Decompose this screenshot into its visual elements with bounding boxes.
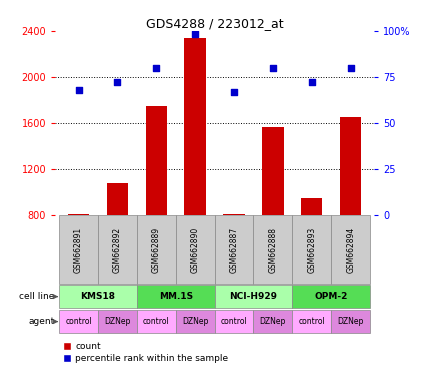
Text: GSM662891: GSM662891 (74, 227, 83, 273)
Text: DZNep: DZNep (337, 317, 364, 326)
Text: GSM662889: GSM662889 (152, 227, 161, 273)
Bar (215, 285, 292, 308)
Bar (59, 310, 98, 333)
Text: control: control (298, 317, 325, 326)
Bar (59, 215, 98, 284)
Bar (215, 215, 253, 284)
Text: control: control (65, 317, 92, 326)
Text: OPM-2: OPM-2 (314, 292, 348, 301)
Point (309, 79, 315, 85)
Point (114, 79, 121, 85)
Bar (331, 215, 370, 284)
Text: control: control (221, 317, 247, 326)
Bar (59, 285, 137, 308)
Bar (137, 285, 215, 308)
Bar (253, 215, 292, 284)
Point (75, 87, 82, 93)
Text: MM.1S: MM.1S (159, 292, 193, 301)
Text: GSM662888: GSM662888 (269, 227, 278, 273)
Legend: count, percentile rank within the sample: count, percentile rank within the sample (60, 339, 232, 366)
Text: DZNep: DZNep (182, 317, 208, 326)
Bar (184, 38, 206, 215)
Point (192, 31, 198, 38)
Bar (262, 127, 283, 215)
Bar (137, 310, 176, 333)
Point (231, 88, 238, 94)
Point (347, 65, 354, 71)
Text: DZNep: DZNep (260, 317, 286, 326)
Bar (98, 310, 137, 333)
Bar (224, 214, 245, 215)
Point (269, 65, 276, 71)
Bar (176, 215, 215, 284)
Bar (215, 310, 253, 333)
Text: agent: agent (28, 317, 54, 326)
Text: GSM662890: GSM662890 (191, 227, 200, 273)
Text: GSM662892: GSM662892 (113, 227, 122, 273)
Text: NCI-H929: NCI-H929 (230, 292, 278, 301)
Title: GDS4288 / 223012_at: GDS4288 / 223012_at (146, 17, 283, 30)
Bar (331, 310, 370, 333)
Text: DZNep: DZNep (104, 317, 130, 326)
Bar (98, 215, 137, 284)
Bar (292, 310, 331, 333)
Bar (253, 310, 292, 333)
Bar (146, 106, 167, 215)
Text: GSM662894: GSM662894 (346, 227, 355, 273)
Text: GSM662887: GSM662887 (230, 227, 238, 273)
Bar (292, 215, 331, 284)
Bar (301, 198, 323, 215)
Bar (107, 183, 128, 215)
Text: GSM662893: GSM662893 (307, 227, 316, 273)
Bar (68, 214, 89, 215)
Text: KMS18: KMS18 (80, 292, 116, 301)
Bar (292, 285, 370, 308)
Bar (340, 117, 361, 215)
Point (153, 65, 160, 71)
Bar (176, 310, 215, 333)
Bar (137, 215, 176, 284)
Text: cell line: cell line (19, 292, 54, 301)
Text: control: control (143, 317, 170, 326)
